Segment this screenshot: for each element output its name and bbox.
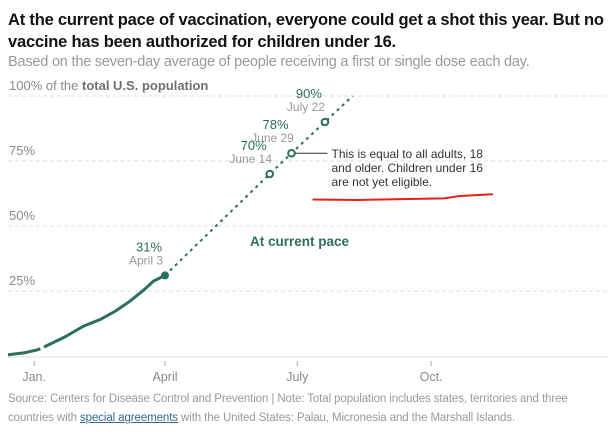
annotation-text-line: are not yet eligible. <box>332 175 433 189</box>
annotation-text-line: and older. Children under 16 <box>332 161 484 175</box>
series-line-actual <box>7 274 166 357</box>
series-lines <box>7 95 354 357</box>
x-tick-label: July <box>286 370 309 384</box>
source-note: Source: Centers for Disease Control and … <box>8 390 608 428</box>
chart-subtitle: Based on the seven-day average of people… <box>8 54 530 70</box>
marker-circle <box>287 148 296 158</box>
marker-date-label: June 14 <box>229 152 272 166</box>
y-tick-label: 100% of the total U.S. population <box>9 78 208 93</box>
gridlines <box>8 95 608 292</box>
series-label-current-pace: At current pace <box>250 234 350 249</box>
chart: 100% of the total U.S. population 75% 50% 2… <box>7 78 608 384</box>
x-tick-label: Oct. <box>420 370 443 384</box>
marker-percent-label: 31% <box>136 239 162 254</box>
marker-dot <box>161 271 170 280</box>
special-agreements-link[interactable]: special agreements <box>80 412 178 424</box>
marker-percent-label: 70% <box>241 138 267 153</box>
chart-title: At the current pace of vaccination, ever… <box>8 11 604 51</box>
y-tick-label: 25% <box>9 273 35 288</box>
markers: 31%April 3 70%June 14 78%June 29 90%July 22 <box>129 86 330 280</box>
source-text-suffix: with the United States: Palau, Micronesi… <box>177 412 516 424</box>
x-tick-label: April <box>153 370 178 384</box>
annotation-text-line: This is equal to all adults, 18 <box>332 147 484 161</box>
y-tick-label: 75% <box>9 143 35 158</box>
marker-circle <box>320 117 330 127</box>
hand-drawn-underline <box>312 193 494 202</box>
marker-circle <box>265 169 274 179</box>
x-tick-label: Jan. <box>22 370 46 384</box>
marker-date-label: April 3 <box>129 253 163 267</box>
marker-date-label: June 29 <box>251 131 294 145</box>
marker-percent-label: 78% <box>262 117 288 132</box>
y-tick-label: 50% <box>9 208 35 223</box>
y-axis-labels: 100% of the total U.S. population 75% 50% 2… <box>9 78 208 288</box>
x-axis: Jan. April July Oct. <box>22 361 443 384</box>
marker-percent-label: 90% <box>296 86 322 101</box>
source-text-prefix: Source: Centers for Disease Control and … <box>8 393 568 424</box>
marker-date-label: July 22 <box>287 100 325 114</box>
